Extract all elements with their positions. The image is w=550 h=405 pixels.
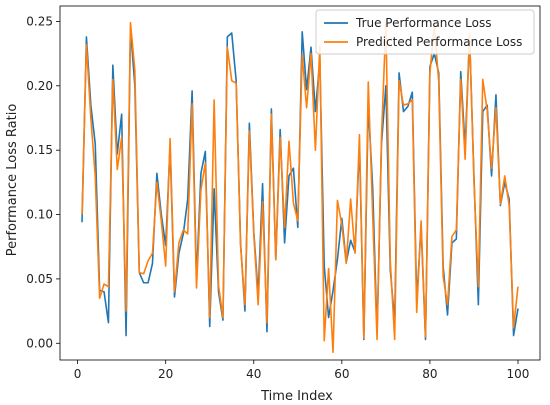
- y-tick-label: 0.20: [26, 79, 53, 93]
- x-tick-label: 40: [246, 367, 261, 381]
- y-tick-label: 0.10: [26, 208, 53, 222]
- x-tick-label: 80: [422, 367, 437, 381]
- x-tick-label: 60: [334, 367, 349, 381]
- y-tick-label: 0.15: [26, 143, 53, 157]
- plot-area: [81, 21, 519, 354]
- plot-frame: [59, 5, 541, 361]
- x-tick-label: 100: [507, 367, 530, 381]
- y-tick-label: 0.00: [26, 336, 53, 350]
- legend-label-2: Predicted Performance Loss: [356, 35, 522, 49]
- x-tick-label: 0: [74, 367, 82, 381]
- legend-label-1: True Performance Loss: [355, 16, 491, 30]
- series-line-2: [81, 21, 519, 354]
- series-line-1: [81, 27, 519, 341]
- y-tick-label: 0.25: [26, 14, 53, 28]
- legend: True Performance Loss Predicted Performan…: [315, 9, 535, 55]
- legend-box: [315, 9, 535, 55]
- x-tick-label: 20: [158, 367, 173, 381]
- axes: 0 20 40 60 80 100 0.00 0.05 0.10 0.15 0.20 0.25: [26, 5, 541, 381]
- y-axis-label: Performance Loss Ratio: [5, 104, 20, 257]
- x-axis-label: Time Index: [260, 389, 333, 404]
- y-tick-label: 0.05: [26, 272, 53, 286]
